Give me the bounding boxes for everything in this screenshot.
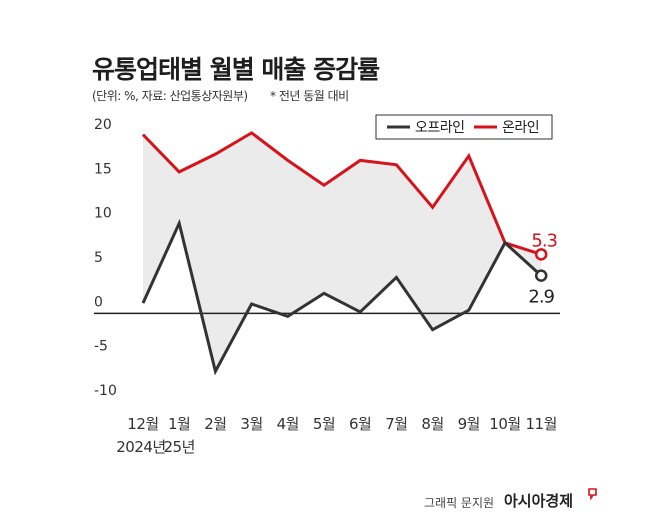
y-tick-label: -5: [94, 339, 108, 355]
x-tick-label: 11월: [526, 415, 557, 433]
x-tick-label: 12월: [127, 415, 158, 433]
brand-logo-text: 아시아경제: [504, 492, 574, 510]
unit-note: (단위: %, 자료: 산업통상자원부): [92, 89, 248, 103]
data-point: [534, 248, 548, 261]
data-point: [534, 269, 548, 282]
y-tick-label: 10: [94, 206, 112, 222]
x-tick-label: 9월: [458, 415, 480, 433]
legend-label-online: 온라인: [502, 120, 539, 136]
y-tick-label: 5: [94, 250, 103, 266]
y-tick-label: 0: [94, 294, 103, 310]
series-line-online: [141, 131, 542, 256]
credit-text: 그래픽 문지원: [424, 496, 495, 510]
y-tick-label: 15: [94, 161, 112, 177]
series-line-offline: [141, 218, 543, 376]
year-label: 25년: [164, 438, 195, 456]
basis-note: * 전년 동월 대비: [270, 89, 349, 103]
end-label-offline: 2.9: [528, 287, 554, 308]
x-tick-label: 2월: [204, 415, 226, 433]
area-between-series: [143, 132, 542, 372]
chart-title: 유통업태별 월별 매출 증감률: [92, 55, 380, 84]
x-tick-label: 1월: [168, 415, 190, 433]
x-tick-label: 10월: [489, 415, 520, 433]
brand-mark-icon: [588, 488, 597, 500]
year-label: 2024년: [116, 438, 165, 456]
x-tick-label: 4월: [277, 415, 299, 433]
x-tick-label: 7월: [385, 415, 407, 433]
y-tick-label: 20: [94, 117, 112, 133]
x-tick-label: 5월: [313, 415, 335, 433]
x-tick-label: 3월: [240, 415, 262, 433]
y-tick-label: -10: [94, 383, 117, 399]
x-tick-label: 8월: [421, 415, 443, 433]
legend-label-offline: 오프라인: [415, 120, 465, 136]
end-label-online: 5.3: [531, 230, 557, 251]
x-tick-label: 6월: [349, 415, 371, 433]
